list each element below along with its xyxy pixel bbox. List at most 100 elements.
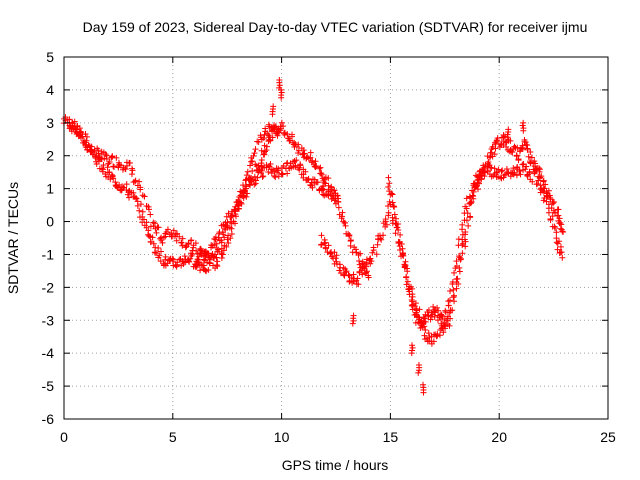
data-point (82, 141, 89, 148)
data-point (519, 146, 526, 153)
data-point (554, 240, 561, 247)
data-point (505, 129, 512, 136)
data-point (223, 243, 230, 250)
data-point (212, 236, 219, 243)
data-point (174, 261, 181, 268)
data-point (386, 198, 393, 205)
y-axis-title: SDTVAR / TECUs (5, 182, 21, 294)
data-point (334, 192, 341, 199)
data-point (385, 174, 392, 181)
data-point (474, 186, 481, 193)
data-point (250, 153, 257, 160)
y-tick-label: 0 (46, 214, 54, 230)
data-point (494, 169, 501, 176)
data-point (87, 147, 94, 154)
data-point (347, 242, 354, 249)
data-point (126, 159, 133, 166)
data-point (85, 142, 92, 149)
data-point (278, 119, 285, 126)
data-point (534, 180, 541, 187)
data-point (511, 143, 518, 150)
data-point (388, 190, 395, 197)
data-point (151, 220, 158, 227)
data-point (332, 195, 339, 202)
y-tick-label: -4 (42, 345, 55, 361)
data-point (362, 270, 369, 277)
data-point (403, 265, 410, 272)
data-point (226, 224, 233, 231)
data-point (555, 212, 562, 219)
data-point (394, 224, 401, 231)
data-point (392, 220, 399, 227)
data-point (181, 253, 188, 260)
data-point (385, 183, 392, 190)
data-point (213, 240, 220, 247)
data-point (155, 224, 162, 231)
data-point (238, 200, 245, 207)
data-point (343, 268, 350, 275)
data-point (277, 86, 284, 93)
data-point (467, 199, 474, 206)
y-tick-label: -3 (42, 312, 55, 328)
data-point (528, 154, 535, 161)
data-point (129, 167, 136, 174)
data-point (454, 275, 461, 282)
data-point (392, 230, 399, 237)
data-point (434, 304, 441, 311)
data-point (335, 198, 342, 205)
data-point (295, 141, 302, 148)
data-point (88, 143, 95, 150)
data-point (365, 274, 372, 281)
data-point (260, 173, 267, 180)
data-point (248, 158, 255, 165)
data-point (116, 181, 123, 188)
data-point (187, 255, 194, 262)
data-point (218, 254, 225, 261)
data-point (523, 163, 530, 170)
data-point (275, 167, 282, 174)
data-point (160, 234, 167, 241)
data-point (312, 164, 319, 171)
data-point (463, 195, 470, 202)
x-ticks: 0 5 10 15 20 25 (60, 57, 616, 445)
data-point (318, 232, 325, 239)
data-point (342, 222, 349, 229)
data-point (295, 147, 302, 154)
data-point (222, 226, 229, 233)
data-point (158, 248, 165, 255)
data-point (244, 168, 251, 175)
data-point (327, 186, 334, 193)
data-point (132, 195, 139, 202)
y-tick-label: 2 (46, 148, 54, 164)
data-point (383, 221, 390, 228)
data-point (407, 283, 414, 290)
data-point (278, 89, 285, 96)
data-point (76, 125, 83, 132)
data-point (232, 203, 239, 210)
data-point (540, 177, 547, 184)
data-point (327, 249, 334, 256)
data-point (507, 137, 514, 144)
data-point (335, 204, 342, 211)
data-point (435, 307, 442, 314)
data-point (500, 174, 507, 181)
data-point (347, 237, 354, 244)
data-point (332, 255, 339, 262)
data-point (201, 257, 208, 264)
data-point (145, 227, 152, 234)
data-point (91, 148, 98, 155)
data-point (509, 149, 516, 156)
data-point (367, 260, 374, 267)
data-point (77, 128, 84, 135)
data-point (111, 163, 118, 170)
data-point (103, 152, 110, 159)
data-point (516, 168, 523, 175)
data-point (304, 176, 311, 183)
data-point (446, 322, 453, 329)
data-point (430, 338, 437, 345)
data-point (491, 165, 498, 172)
data-point (520, 127, 527, 134)
x-tick-label: 15 (383, 429, 399, 445)
data-point (83, 133, 90, 140)
x-axis-title: GPS time / hours (282, 457, 389, 473)
